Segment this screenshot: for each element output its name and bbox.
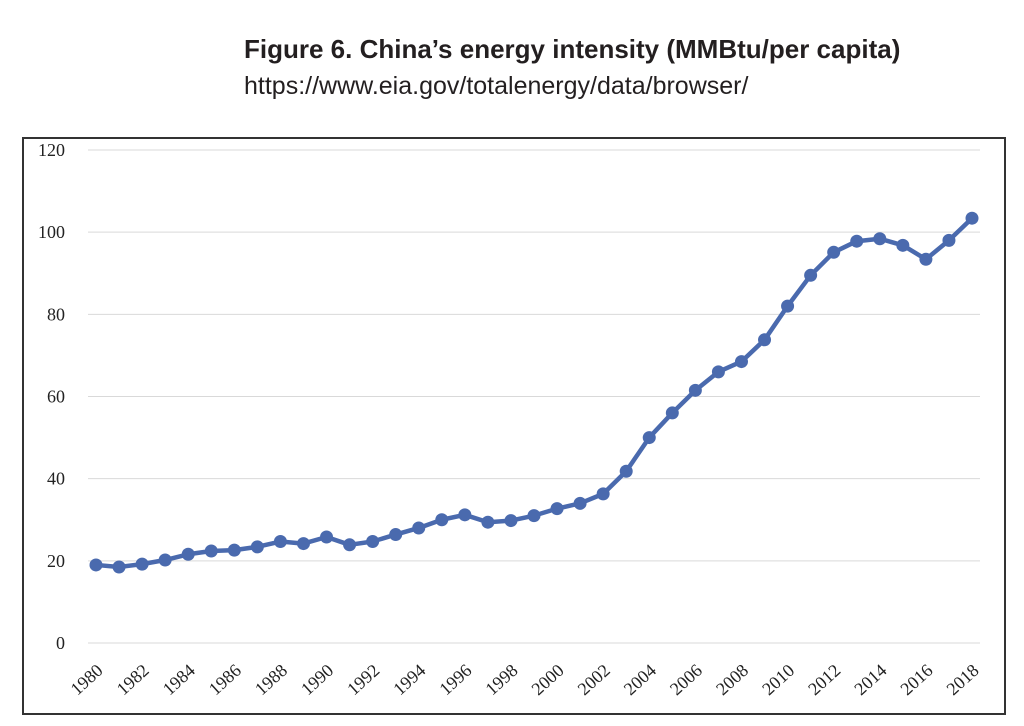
data-point-1982 — [135, 557, 149, 571]
data-point-1991 — [343, 538, 357, 552]
x-tick-label: 2018 — [943, 660, 983, 699]
y-tick-label: 60 — [47, 387, 65, 407]
data-point-2013 — [850, 234, 864, 248]
data-point-2011 — [804, 268, 818, 282]
y-tick-label: 0 — [56, 633, 65, 653]
x-tick-label: 2014 — [850, 660, 890, 699]
x-tick-label: 2002 — [574, 660, 614, 699]
data-point-1983 — [158, 553, 172, 567]
data-point-1997 — [481, 515, 495, 529]
x-tick-label: 2004 — [620, 660, 660, 699]
data-point-2017 — [942, 233, 956, 247]
data-point-1989 — [296, 537, 310, 551]
y-tick-label: 80 — [47, 304, 65, 324]
data-point-1999 — [527, 509, 541, 523]
data-point-1990 — [320, 530, 334, 544]
x-tick-label: 1984 — [159, 660, 199, 699]
data-point-1980 — [89, 558, 103, 572]
x-tick-label: 1980 — [67, 660, 107, 699]
figure-source-url: https://www.eia.gov/totalenergy/data/bro… — [244, 72, 749, 100]
data-point-1994 — [412, 521, 426, 535]
data-point-2018 — [965, 211, 979, 225]
data-point-2014 — [873, 232, 887, 246]
data-point-1985 — [204, 544, 218, 558]
data-point-1996 — [458, 508, 472, 522]
x-tick-label: 1992 — [343, 660, 383, 699]
data-point-1992 — [366, 535, 380, 549]
data-point-2006 — [688, 383, 702, 397]
x-tick-label: 2010 — [758, 660, 798, 699]
data-point-2007 — [711, 365, 725, 379]
x-tick-label: 2008 — [712, 660, 752, 699]
data-point-2003 — [619, 464, 633, 478]
data-point-1981 — [112, 560, 126, 574]
data-point-2012 — [827, 245, 841, 259]
chart-frame — [22, 137, 1006, 715]
data-point-1995 — [435, 513, 449, 527]
data-point-2015 — [896, 238, 910, 252]
x-tick-label: 1986 — [205, 660, 245, 699]
y-tick-label: 100 — [38, 222, 65, 242]
data-point-1986 — [227, 543, 241, 557]
x-tick-label: 1982 — [113, 660, 153, 699]
figure-title: Figure 6. China’s energy intensity (MMBt… — [244, 34, 901, 64]
data-point-1998 — [504, 514, 518, 528]
x-tick-label: 2012 — [804, 660, 844, 699]
data-point-2009 — [758, 333, 772, 347]
x-tick-label: 1990 — [297, 660, 337, 699]
data-point-2010 — [781, 299, 795, 313]
data-point-2008 — [734, 355, 748, 369]
x-tick-label: 2000 — [528, 660, 568, 699]
x-tick-label: 2006 — [666, 660, 706, 699]
x-tick-label: 1998 — [481, 660, 521, 699]
data-point-2001 — [573, 496, 587, 510]
y-tick-label: 40 — [47, 469, 65, 489]
data-point-2000 — [550, 502, 564, 516]
x-tick-label: 2016 — [896, 660, 936, 699]
x-tick-label: 1996 — [435, 660, 475, 699]
data-point-1993 — [389, 528, 403, 542]
data-point-2002 — [596, 487, 610, 501]
data-point-1987 — [250, 540, 264, 554]
x-tick-label: 1988 — [251, 660, 291, 699]
x-tick-label: 1994 — [389, 660, 429, 699]
data-point-2004 — [642, 431, 656, 445]
data-point-2005 — [665, 406, 679, 420]
y-tick-label: 120 — [38, 140, 65, 160]
y-tick-label: 20 — [47, 551, 65, 571]
data-point-2016 — [919, 252, 933, 266]
data-point-1984 — [181, 547, 195, 561]
data-point-1988 — [273, 535, 287, 549]
